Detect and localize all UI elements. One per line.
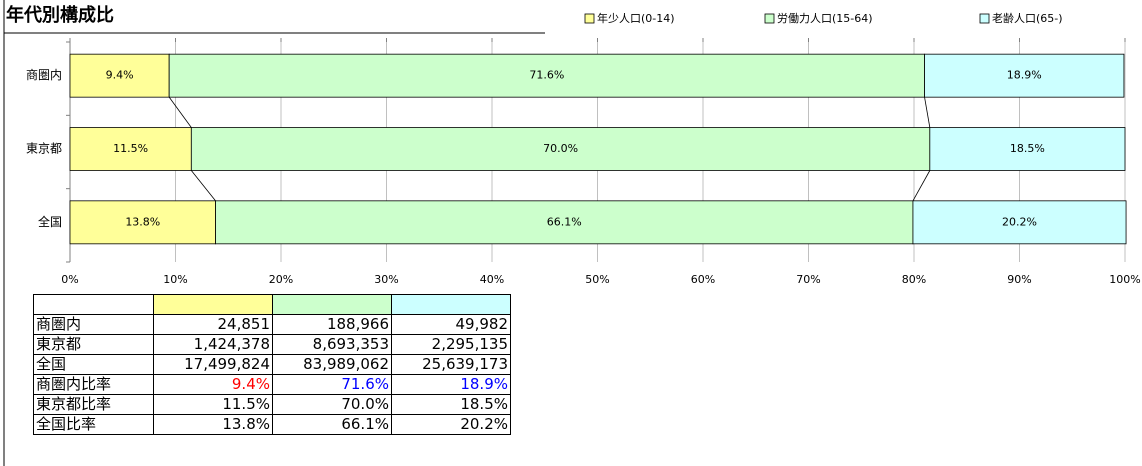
table-row: 商圏内 24,851 188,966 49,982	[33, 314, 511, 335]
x-tick-label: 0%	[61, 273, 78, 286]
bar-segment	[69, 127, 192, 171]
number-cell: 17,499,824	[153, 354, 273, 375]
bar-segment	[215, 200, 914, 245]
chart-title: 年代別構成比	[6, 4, 114, 26]
bar-segment	[924, 53, 1125, 98]
bar-segment	[912, 200, 1127, 245]
x-tick-label: 10%	[163, 273, 187, 286]
y-tick-label: 商圏内	[26, 67, 62, 82]
number-cell: 188,966	[272, 314, 392, 335]
bar-segment	[190, 127, 931, 171]
bar-segment	[929, 127, 1126, 171]
series-line	[912, 170, 931, 202]
legend-swatch	[764, 13, 775, 24]
number-cell: 20.2%	[391, 414, 511, 435]
table-row: 東京都比率 11.5% 70.0% 18.5%	[33, 394, 511, 415]
x-tick-label: 60%	[691, 273, 715, 286]
table-row: 東京都 1,424,378 8,693,353 2,295,135	[33, 334, 511, 355]
label-cell: 商圏内	[33, 314, 154, 335]
table-header-row	[33, 294, 511, 315]
x-tick-label: 30%	[374, 273, 398, 286]
value-label: 18.5%	[1010, 142, 1045, 155]
value-label: 66.1%	[547, 215, 582, 228]
table-row: 全国比率 13.8% 66.1% 20.2%	[33, 414, 511, 435]
series-line	[168, 96, 192, 128]
number-cell: 70.0%	[272, 394, 392, 415]
x-tick-label: 100%	[1109, 273, 1140, 286]
legend-label: 年少人口(0-14)	[597, 11, 675, 25]
bar-segment	[69, 53, 170, 98]
x-tick-label: 90%	[1007, 273, 1031, 286]
y-tick-label: 東京都	[26, 142, 62, 156]
table-row: 全国 17,499,824 83,989,062 25,639,173	[33, 354, 511, 375]
legend-swatch	[584, 13, 595, 24]
legend-label: 老齢人口(65-)	[992, 11, 1063, 25]
number-cell: 1,424,378	[153, 334, 273, 355]
table-row: 商圏内比率 9.4% 71.6% 18.9%	[33, 374, 511, 395]
header-color-cell	[272, 294, 392, 315]
x-tick-label: 40%	[480, 273, 504, 286]
series-line	[924, 97, 931, 128]
number-cell: 83,989,062	[272, 354, 392, 375]
data-table: 商圏内 24,851 188,966 49,982 東京都 1,424,378 8,693,…	[33, 294, 511, 435]
number-cell: 2,295,135	[391, 334, 511, 355]
value-label: 9.4%	[106, 69, 134, 82]
value-label: 11.5%	[113, 142, 148, 155]
label-cell: 全国比率	[33, 414, 154, 435]
number-cell: 11.5%	[153, 394, 273, 415]
x-tick-label: 70%	[796, 273, 820, 286]
value-label: 71.6%	[529, 69, 564, 82]
number-cell: 71.6%	[272, 374, 392, 395]
header-color-cell	[153, 294, 273, 315]
value-label: 13.8%	[125, 215, 160, 228]
number-cell: 9.4%	[153, 374, 273, 395]
number-cell: 49,982	[391, 314, 511, 335]
label-cell: 全国	[33, 354, 154, 375]
number-cell: 8,693,353	[272, 334, 392, 355]
x-tick-label: 50%	[585, 273, 609, 286]
value-label: 18.9%	[1007, 69, 1042, 82]
value-label: 20.2%	[1002, 215, 1037, 228]
label-cell: 東京都	[33, 334, 154, 355]
header-color-cell	[391, 294, 511, 315]
header-cell	[33, 294, 154, 315]
x-tick-label: 20%	[269, 273, 293, 286]
number-cell: 24,851	[153, 314, 273, 335]
label-cell: 東京都比率	[33, 394, 154, 415]
number-cell: 25,639,173	[391, 354, 511, 375]
legend-label: 労働力人口(15-64)	[777, 11, 873, 25]
value-label: 70.0%	[543, 142, 578, 155]
number-cell: 66.1%	[272, 414, 392, 435]
legend-swatch	[979, 13, 990, 24]
series-line	[191, 170, 216, 202]
y-tick-label: 全国	[38, 214, 62, 229]
number-cell: 18.5%	[391, 394, 511, 415]
number-cell: 18.9%	[391, 374, 511, 395]
label-cell: 商圏内比率	[33, 374, 154, 395]
number-cell: 13.8%	[153, 414, 273, 435]
x-tick-label: 80%	[902, 273, 926, 286]
